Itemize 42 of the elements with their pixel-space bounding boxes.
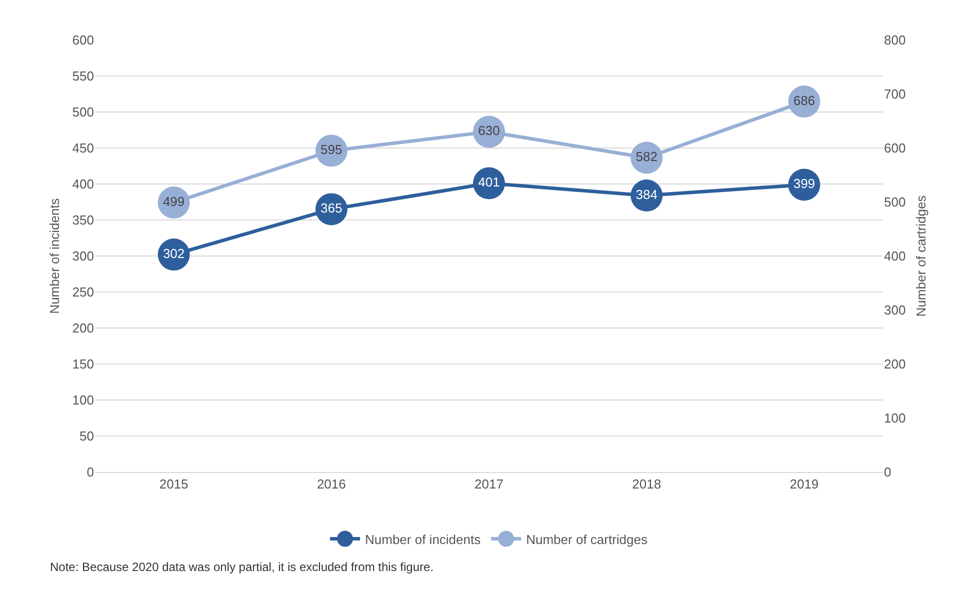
y-axis-title: Number of incidents xyxy=(47,198,62,314)
y-tick-label: 0 xyxy=(86,464,94,480)
y-tick-label: 50 xyxy=(80,428,94,444)
y2-tick-label: 800 xyxy=(884,32,906,48)
y2-tick-label: 100 xyxy=(884,410,906,426)
data-label: 582 xyxy=(636,148,658,164)
legend-label: Number of incidents xyxy=(365,532,482,547)
y2-tick-label: 300 xyxy=(884,302,906,318)
y2-tick-label: 700 xyxy=(884,86,906,102)
data-label: 302 xyxy=(162,246,185,261)
y2-tick-label: 500 xyxy=(884,194,906,210)
x-tick-label: 2016 xyxy=(316,476,346,492)
y-tick-label: 500 xyxy=(72,104,94,120)
y2-tick-label: 0 xyxy=(884,464,892,480)
y-tick-label: 550 xyxy=(72,68,94,84)
y2-tick-label: 400 xyxy=(884,248,906,264)
data-label: 686 xyxy=(793,92,816,108)
x-tick-label: 2015 xyxy=(159,476,188,492)
data-label: 401 xyxy=(478,174,500,190)
y-tick-label: 100 xyxy=(72,392,94,408)
x-tick-label: 2019 xyxy=(790,476,819,492)
y2-tick-label: 600 xyxy=(884,140,906,156)
data-label: 384 xyxy=(636,186,658,202)
y-tick-label: 600 xyxy=(72,32,94,48)
y-tick-label: 400 xyxy=(72,176,94,192)
y-tick-label: 150 xyxy=(72,356,94,372)
y-tick-label: 450 xyxy=(72,140,94,156)
data-label: 365 xyxy=(320,200,342,216)
y2-axis-title: Number of cartridges xyxy=(914,194,928,317)
text: Note: Because 2020 data was only partial, it is excluded from this figure. xyxy=(50,560,434,574)
y-tick-label: 350 xyxy=(72,212,94,228)
data-label: 399 xyxy=(793,176,816,191)
data-label: 630 xyxy=(478,123,500,138)
data-label: 499 xyxy=(162,194,185,209)
y-tick-label: 200 xyxy=(72,320,94,336)
data-label: 595 xyxy=(320,142,342,157)
legend-label: Number of cartridges xyxy=(526,532,648,547)
y2-tick-label: 200 xyxy=(884,356,906,372)
x-tick-label: 2018 xyxy=(632,476,662,492)
y-tick-label: 250 xyxy=(72,284,94,300)
y-tick-label: 300 xyxy=(72,248,94,264)
x-tick-label: 2017 xyxy=(474,476,504,492)
